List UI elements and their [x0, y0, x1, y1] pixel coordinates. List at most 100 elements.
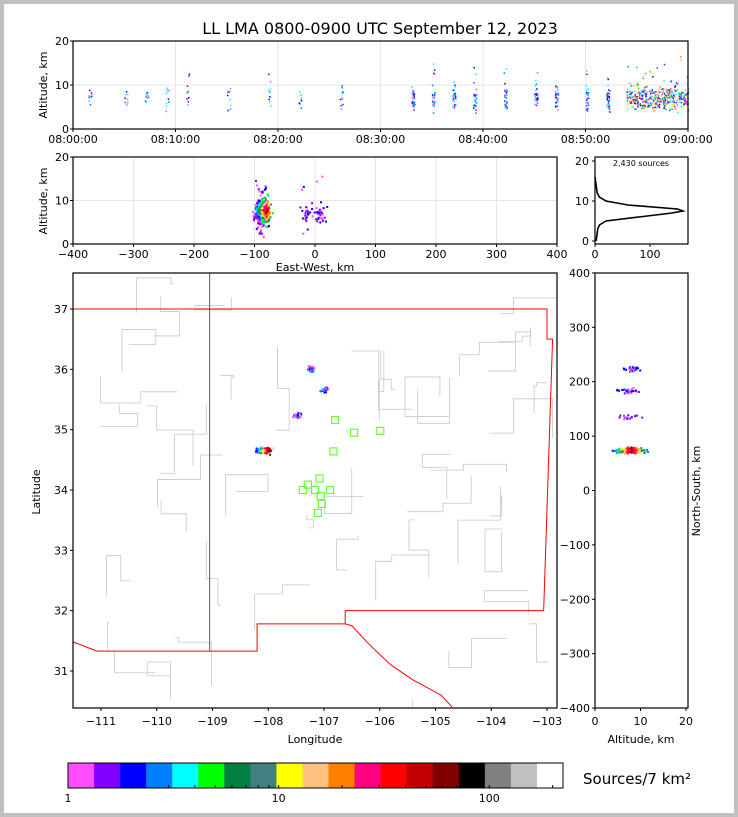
source-point	[652, 76, 654, 78]
source-point	[626, 450, 629, 453]
source-point	[649, 92, 652, 95]
source-point	[505, 97, 507, 99]
ew-altitude-ylabel: Altitude, km	[37, 167, 50, 234]
station-marker	[315, 474, 324, 483]
source-point	[621, 450, 624, 453]
source-point	[325, 220, 328, 223]
source-point	[626, 91, 629, 93]
source-point	[91, 93, 93, 96]
source-point	[452, 105, 454, 107]
source-point	[269, 216, 272, 219]
county-boundary	[498, 327, 531, 342]
source-point	[229, 98, 232, 101]
source-point	[686, 83, 689, 85]
source-point	[634, 93, 637, 96]
source-point	[259, 232, 262, 235]
source-point	[642, 100, 645, 102]
source-point	[229, 108, 232, 110]
map-y-tick-label: 35	[54, 424, 68, 437]
source-point	[637, 104, 639, 106]
source-point	[644, 72, 647, 75]
source-point	[636, 106, 639, 108]
source-point	[586, 98, 588, 101]
source-point	[268, 98, 270, 101]
county-boundary	[487, 331, 531, 372]
source-point	[630, 392, 633, 395]
source-point	[534, 103, 537, 106]
source-point	[618, 448, 621, 451]
source-point	[266, 447, 269, 450]
colorbar-swatch	[250, 763, 277, 788]
source-point	[663, 94, 665, 97]
source-point	[636, 100, 638, 102]
source-point	[658, 101, 661, 104]
source-point	[536, 102, 539, 104]
source-point	[261, 213, 264, 216]
source-point	[664, 94, 667, 96]
colorbar-swatch	[68, 763, 95, 788]
source-point	[663, 92, 666, 95]
source-point	[626, 451, 629, 454]
source-point	[640, 91, 643, 93]
source-point	[263, 206, 266, 209]
county-boundary	[417, 378, 452, 424]
time-altitude-frame	[72, 40, 689, 130]
source-point	[264, 185, 267, 188]
source-point	[631, 448, 634, 451]
source-point	[586, 109, 588, 111]
source-point	[262, 201, 265, 204]
source-point	[267, 210, 270, 213]
ew-y-tick-label: 20	[55, 151, 69, 164]
source-point	[320, 201, 323, 204]
source-point	[268, 448, 271, 451]
source-point	[300, 99, 303, 102]
source-point	[645, 448, 648, 451]
source-point	[311, 370, 314, 373]
source-point	[188, 75, 190, 77]
source-point	[557, 86, 559, 88]
source-point	[635, 390, 638, 393]
map-y-tick-label: 37	[54, 303, 68, 316]
colorbar-swatch	[94, 763, 121, 788]
source-point	[634, 98, 636, 101]
source-point	[433, 104, 435, 107]
source-point	[669, 101, 672, 104]
source-point	[256, 451, 259, 454]
time-y-tick-label: 10	[55, 79, 69, 92]
colorbar-tick-label: 10	[272, 792, 286, 805]
source-point	[658, 100, 661, 103]
source-point	[634, 108, 636, 110]
source-point	[554, 94, 557, 97]
source-point	[629, 417, 632, 420]
source-point	[258, 216, 261, 219]
source-point	[648, 98, 651, 101]
source-point	[683, 106, 685, 109]
source-point	[664, 96, 666, 99]
source-point	[635, 98, 637, 100]
ns-y-tick-label: 100	[569, 430, 590, 443]
source-point	[644, 103, 646, 105]
source-point	[666, 89, 668, 91]
source-point	[454, 92, 456, 95]
station-marker	[350, 428, 359, 437]
source-point	[292, 414, 295, 417]
ns-y-tick-label: −300	[560, 648, 590, 661]
source-point	[631, 451, 634, 454]
source-point	[165, 89, 168, 91]
source-point	[305, 220, 308, 223]
source-point	[686, 95, 688, 97]
source-point	[314, 211, 317, 214]
source-point	[165, 102, 168, 105]
source-point	[623, 453, 626, 456]
source-point	[475, 97, 478, 100]
source-point	[616, 450, 619, 453]
colorbar-tick-label: 100	[479, 792, 500, 805]
source-point	[304, 214, 307, 217]
source-point	[165, 92, 167, 95]
source-point	[647, 104, 650, 107]
map-x-tick-label: −107	[309, 715, 339, 728]
source-point	[624, 388, 627, 391]
source-point	[633, 415, 636, 418]
source-point	[630, 449, 633, 452]
source-point	[505, 94, 508, 97]
